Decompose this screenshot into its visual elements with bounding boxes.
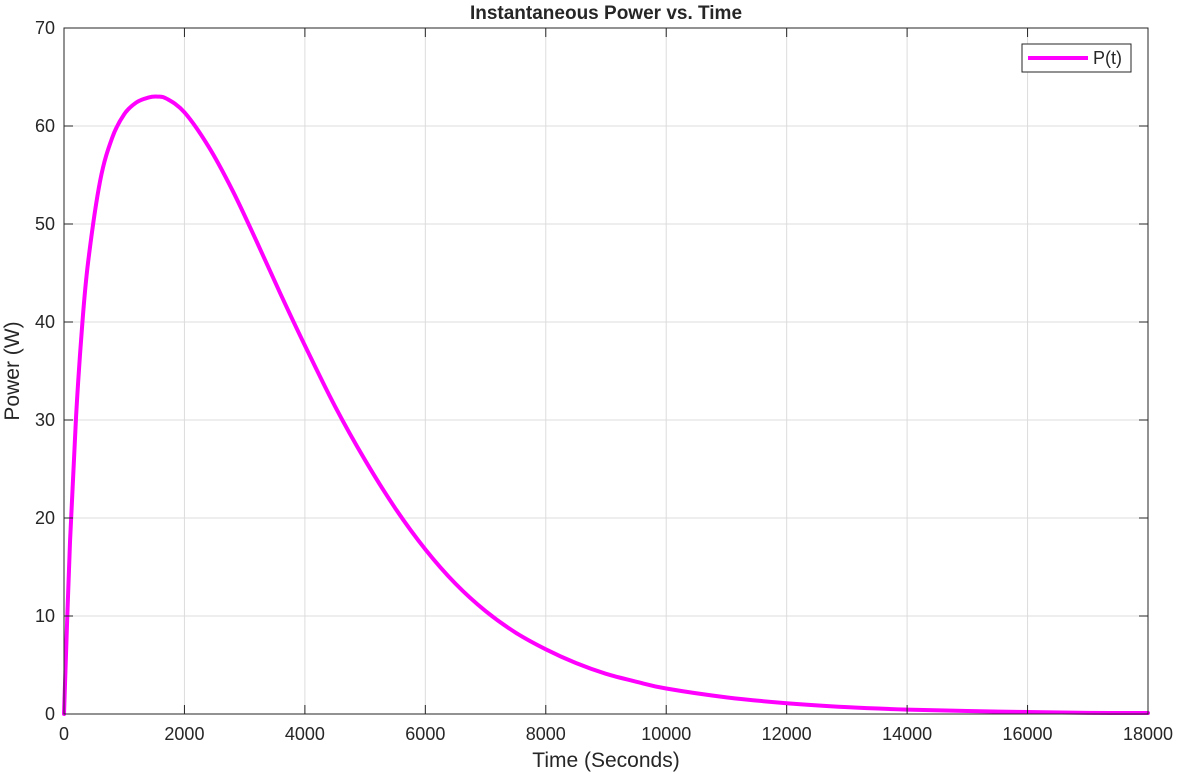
- series-layer: [62, 94, 1150, 716]
- y-tick-label: 50: [35, 214, 55, 234]
- axes-box: [63, 27, 1149, 715]
- y-tick-label: 40: [35, 312, 55, 332]
- grid-lines: [64, 28, 1148, 714]
- x-tick-label: 18000: [1123, 724, 1173, 744]
- legend: P(t): [1021, 43, 1132, 73]
- y-axis-label: Power (W): [1, 321, 24, 420]
- chart-title: Instantaneous Power vs. Time: [470, 3, 742, 24]
- x-tick-label: 2000: [164, 724, 204, 744]
- legend-label-p-t: P(t): [1093, 48, 1122, 68]
- y-tick-labels: 0 10 20 30 40 50 60 70: [35, 18, 55, 724]
- y-tick-label: 10: [35, 606, 55, 626]
- x-tick-label: 0: [59, 724, 69, 744]
- x-tick-label: 4000: [285, 724, 325, 744]
- series-line-p-t: [62, 94, 1150, 716]
- x-tick-label: 8000: [526, 724, 566, 744]
- x-tick-label: 12000: [762, 724, 812, 744]
- y-tick-label: 60: [35, 116, 55, 136]
- x-tick-label: 14000: [882, 724, 932, 744]
- x-tick-labels: 0 2000 4000 6000 8000 10000 12000 14000 16000 180…: [59, 724, 1173, 744]
- y-tick-label: 30: [35, 410, 55, 430]
- y-tick-label: 70: [35, 18, 55, 38]
- x-tick-label: 6000: [405, 724, 445, 744]
- plot-area: [64, 28, 1148, 714]
- x-axis-label: Time (Seconds): [532, 749, 679, 772]
- x-tick-label: 16000: [1003, 724, 1053, 744]
- tick-marks: [63, 27, 1149, 715]
- y-tick-label: 20: [35, 508, 55, 528]
- x-tick-label: 10000: [641, 724, 691, 744]
- y-tick-label: 0: [45, 704, 55, 724]
